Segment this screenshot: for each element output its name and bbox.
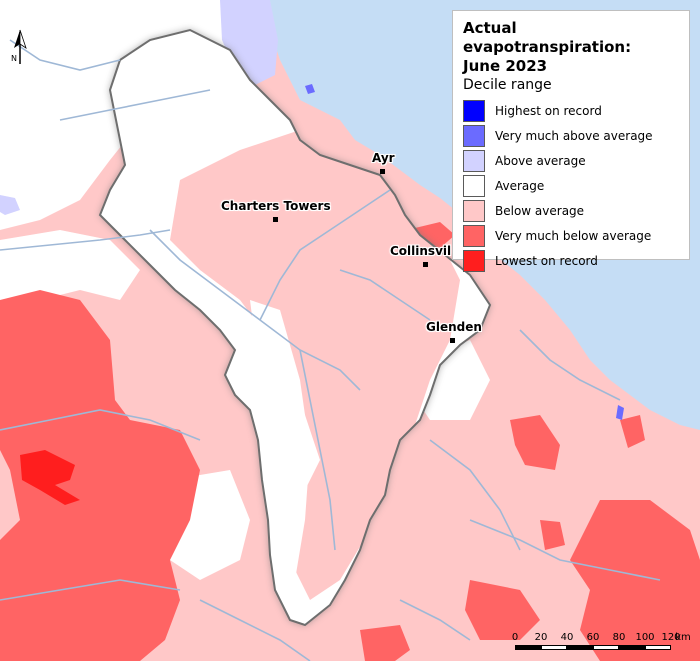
legend-item: Highest on record bbox=[463, 98, 679, 123]
legend-item-label: Highest on record bbox=[495, 103, 602, 118]
very-much-above-east bbox=[616, 405, 624, 420]
scale-tick-label: 40 bbox=[560, 632, 574, 643]
legend-item-label: Lowest on record bbox=[495, 253, 598, 268]
legend-swatch bbox=[463, 99, 485, 122]
legend-rows: Highest on record Very much above average… bbox=[463, 98, 679, 273]
very-much-below-east2 bbox=[620, 415, 645, 448]
legend-swatch bbox=[463, 249, 485, 272]
legend-swatch bbox=[463, 174, 485, 197]
very-much-above-north bbox=[305, 84, 315, 94]
legend-swatch bbox=[463, 124, 485, 147]
scale-segment bbox=[619, 645, 645, 650]
glenden-marker bbox=[450, 338, 455, 343]
catchment-average-strip bbox=[250, 300, 310, 600]
legend-item: Above average bbox=[463, 148, 679, 173]
legend-title-line1: Actual evapotranspiration: bbox=[463, 19, 632, 56]
ayr-marker bbox=[380, 169, 385, 174]
legend: Actual evapotranspiration: June 2023 Dec… bbox=[452, 10, 690, 272]
legend-subtitle: Decile range bbox=[463, 77, 552, 93]
place-label-glenden: Glenden bbox=[426, 320, 482, 334]
very-much-below-south2 bbox=[360, 625, 410, 661]
very-much-below-west bbox=[0, 290, 200, 661]
scale-tick-label: 120 bbox=[661, 632, 681, 643]
scale-segment bbox=[541, 645, 567, 650]
legend-item: Lowest on record bbox=[463, 248, 679, 273]
scale-segment bbox=[515, 645, 541, 650]
legend-item: Very much above average bbox=[463, 123, 679, 148]
scale-bar: 0 20 40 60 80 100 120 km bbox=[511, 632, 695, 656]
legend-item: Very much below average bbox=[463, 223, 679, 248]
rivers bbox=[0, 39, 661, 661]
legend-item: Below average bbox=[463, 198, 679, 223]
scale-segment bbox=[593, 645, 619, 650]
legend-swatch bbox=[463, 199, 485, 222]
north-label: N bbox=[11, 54, 17, 63]
very-much-below-south bbox=[465, 580, 540, 640]
legend-item-label: Very much below average bbox=[495, 228, 652, 243]
legend-title-line2: June 2023 bbox=[463, 57, 548, 75]
very-much-below-southeast bbox=[570, 500, 700, 661]
scale-segment bbox=[567, 645, 593, 650]
very-much-below-small2 bbox=[540, 520, 565, 550]
scale-tick-label: 20 bbox=[534, 632, 548, 643]
legend-item-label: Very much above average bbox=[495, 128, 653, 143]
catchment-outline bbox=[98, 28, 492, 627]
place-label-ayr: Ayr bbox=[372, 151, 395, 165]
above-average-west bbox=[0, 195, 20, 215]
scale-unit-label: km bbox=[675, 632, 691, 643]
scale-tick-label: 60 bbox=[586, 632, 600, 643]
legend-item: Average bbox=[463, 173, 679, 198]
legend-swatch bbox=[463, 149, 485, 172]
legend-item-label: Below average bbox=[495, 203, 585, 218]
place-label-charters-towers: Charters Towers bbox=[221, 199, 331, 213]
scale-segment bbox=[645, 645, 671, 650]
scale-tick-label: 80 bbox=[612, 632, 626, 643]
legend-swatch bbox=[463, 224, 485, 247]
average-area-west bbox=[0, 230, 140, 300]
scale-tick-label: 100 bbox=[635, 632, 655, 643]
north-arrow-icon bbox=[14, 29, 27, 64]
legend-item-label: Above average bbox=[495, 153, 586, 168]
legend-item-label: Average bbox=[495, 178, 545, 193]
lowest-on-record-west bbox=[20, 450, 80, 505]
very-much-below-east bbox=[510, 415, 560, 470]
collinsville-marker bbox=[423, 262, 428, 267]
charters-towers-marker bbox=[273, 217, 278, 222]
place-label-collinsville: Collinsvil bbox=[390, 244, 452, 258]
scale-tick-label: 0 bbox=[511, 632, 519, 643]
